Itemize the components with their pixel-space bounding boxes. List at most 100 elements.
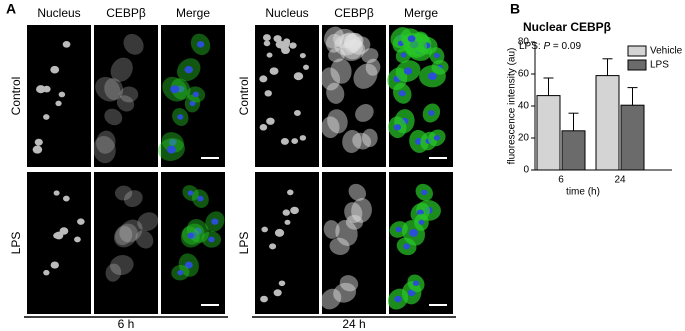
nucleus <box>291 138 299 145</box>
row-label: Control <box>9 77 23 116</box>
nucleus <box>168 138 177 146</box>
nucleus <box>394 295 402 303</box>
cell-body <box>323 220 340 239</box>
nucleus <box>433 53 440 59</box>
annotation-part: LPS: <box>519 41 543 52</box>
cell-body <box>362 128 378 148</box>
cell-body <box>351 198 372 223</box>
cell-body <box>339 32 363 60</box>
column-header: CEBPβ <box>334 6 374 20</box>
nucleus <box>264 90 272 97</box>
nucleus <box>400 52 407 58</box>
nucleus <box>166 145 176 154</box>
cell-body <box>135 230 154 249</box>
nucleus <box>53 190 60 196</box>
cell-body <box>324 26 344 49</box>
nucleus <box>187 190 194 196</box>
micrograph <box>27 172 91 314</box>
nucleus <box>62 41 71 48</box>
legend-label: Vehicle <box>650 46 683 57</box>
cell-body <box>339 275 359 292</box>
nucleus <box>184 261 193 269</box>
cell-body <box>343 32 364 50</box>
nucleus <box>211 218 219 225</box>
time-label: 6 h <box>118 317 135 331</box>
nucleus <box>428 110 435 116</box>
cell-body <box>361 48 379 64</box>
micrograph <box>387 172 453 314</box>
cell-body <box>326 82 345 104</box>
cell-body <box>96 130 116 154</box>
nucleus <box>269 67 279 75</box>
cell-body <box>115 226 133 246</box>
nucleus <box>407 35 416 42</box>
micrograph <box>387 25 453 167</box>
nucleus <box>273 289 282 297</box>
nucleus <box>403 67 413 75</box>
legend-label: LPS <box>650 60 669 71</box>
nucleus <box>259 124 268 131</box>
cell-body <box>340 39 366 61</box>
image-background <box>94 172 158 314</box>
y-tick-label: 80 <box>518 37 530 48</box>
nucleus <box>189 100 196 107</box>
nucleus <box>418 219 425 225</box>
cell-body <box>349 36 371 55</box>
panel-label: A <box>6 1 16 17</box>
x-tick-label: 6 <box>558 175 564 186</box>
cell-body <box>348 183 367 201</box>
nucleus <box>34 138 43 146</box>
image-background <box>27 172 91 314</box>
nucleus <box>290 206 299 215</box>
cell-body <box>137 212 159 232</box>
cell-body <box>333 282 357 303</box>
column-header: Nucleus <box>37 6 80 20</box>
nucleus <box>196 41 205 48</box>
time-label: 24 h <box>342 317 365 331</box>
nucleus <box>50 65 60 74</box>
cell-body <box>116 95 135 112</box>
nucleus <box>62 195 70 202</box>
annotation-part: P <box>543 41 550 52</box>
legend-swatch <box>627 45 647 57</box>
micrograph <box>320 172 386 314</box>
micrograph <box>320 25 386 167</box>
nucleus <box>187 232 194 239</box>
cell-body <box>332 28 357 49</box>
nucleus <box>177 114 184 120</box>
cell-body <box>119 219 143 243</box>
bar <box>536 95 561 171</box>
cell-body <box>114 185 133 201</box>
nucleus <box>293 72 304 81</box>
nucleus <box>284 219 291 225</box>
nucleus <box>281 46 290 55</box>
legend-swatch <box>627 59 647 71</box>
nucleus <box>287 189 294 196</box>
nucleus <box>261 226 268 233</box>
nucleus <box>266 52 273 58</box>
cell-body <box>109 255 134 276</box>
nucleus <box>275 40 285 49</box>
x-axis-label: time (h) <box>566 187 600 198</box>
column-header: Merge <box>404 6 438 20</box>
nucleus <box>170 85 180 94</box>
y-tick-label: 0 <box>523 165 529 176</box>
nucleus <box>299 52 306 59</box>
nucleus <box>192 91 200 98</box>
cell-body <box>327 109 348 134</box>
nucleus <box>55 100 62 107</box>
nucleus <box>274 228 285 237</box>
annotation-part: = 0.09 <box>550 41 581 52</box>
nucleus <box>263 40 271 47</box>
nucleus <box>395 226 402 233</box>
cell-body <box>353 63 378 89</box>
nucleus <box>50 261 59 269</box>
nucleus <box>193 227 203 235</box>
nucleus <box>36 85 46 94</box>
cell-body <box>325 33 342 53</box>
column-header: Nucleus <box>265 6 308 20</box>
y-tick-label: 20 <box>518 133 530 144</box>
cell-body <box>345 215 364 230</box>
nucleus <box>260 295 268 303</box>
